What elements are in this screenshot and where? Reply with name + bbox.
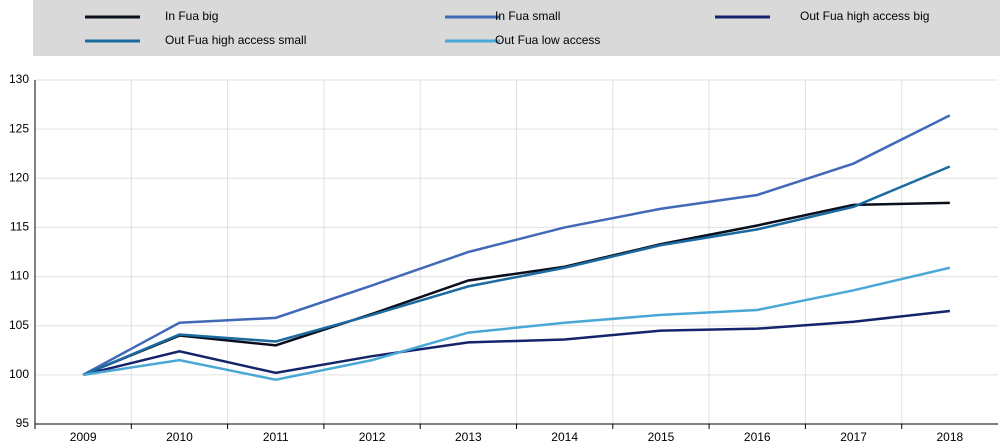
legend-label: In Fua small	[495, 9, 560, 23]
y-tick-label: 110	[10, 269, 29, 283]
legend-label: In Fua big	[165, 9, 218, 23]
legend-label: Out Fua high access small	[165, 33, 306, 47]
y-tick-label: 100	[9, 367, 29, 381]
legend-background	[33, 0, 1000, 56]
y-tick-label: 125	[9, 121, 29, 135]
series-line	[82, 309, 950, 377]
x-tick-label: 2013	[455, 430, 482, 443]
y-tick-label: 115	[10, 220, 29, 234]
x-tick-label: 2016	[744, 430, 771, 443]
x-tick-label: 2012	[359, 430, 386, 443]
legend-label: Out Fua high access big	[800, 9, 929, 23]
series-line	[82, 201, 950, 377]
x-tick-label: 2011	[263, 430, 289, 443]
x-tick-label: 2014	[551, 430, 578, 443]
y-tick-label: 95	[16, 416, 30, 430]
y-tick-label: 130	[9, 72, 29, 86]
series-line	[82, 266, 951, 382]
x-tick-label: 2018	[936, 430, 963, 443]
y-tick-label: 120	[9, 170, 29, 184]
x-tick-label: 2015	[648, 430, 675, 443]
x-tick-label: 2017	[840, 430, 867, 443]
y-tick-label: 105	[9, 318, 29, 332]
x-tick-label: 2010	[166, 430, 193, 443]
series-line	[82, 165, 951, 377]
series-line	[82, 114, 951, 376]
legend-label: Out Fua low access	[495, 33, 600, 47]
x-tick-label: 2009	[70, 430, 97, 443]
